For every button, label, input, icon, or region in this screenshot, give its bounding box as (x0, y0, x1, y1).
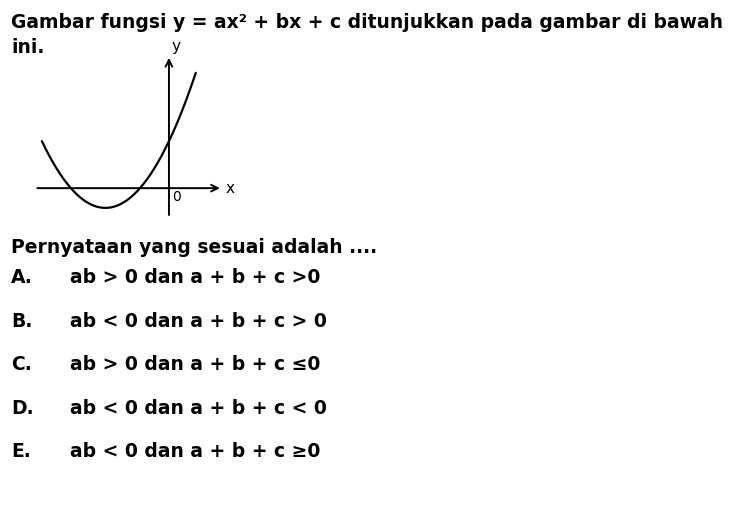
Text: ab < 0 dan a + b + c > 0: ab < 0 dan a + b + c > 0 (70, 312, 327, 331)
Text: x: x (225, 181, 234, 196)
Text: E.: E. (11, 442, 31, 461)
Text: 0: 0 (172, 190, 180, 204)
Text: Gambar fungsi y = ax² + bx + c ditunjukkan pada gambar di bawah: Gambar fungsi y = ax² + bx + c ditunjukk… (11, 13, 723, 32)
Text: y: y (172, 39, 181, 54)
Text: ab > 0 dan a + b + c >0: ab > 0 dan a + b + c >0 (70, 268, 321, 287)
Text: A.: A. (11, 268, 33, 287)
Text: B.: B. (11, 312, 33, 331)
Text: ab > 0 dan a + b + c ≤0: ab > 0 dan a + b + c ≤0 (70, 355, 321, 374)
Text: D.: D. (11, 399, 33, 417)
Text: ab < 0 dan a + b + c ≥0: ab < 0 dan a + b + c ≥0 (70, 442, 321, 461)
Text: ab < 0 dan a + b + c < 0: ab < 0 dan a + b + c < 0 (70, 399, 327, 417)
Text: C.: C. (11, 355, 32, 374)
Text: Pernyataan yang sesuai adalah ....: Pernyataan yang sesuai adalah .... (11, 238, 377, 257)
Text: ini.: ini. (11, 38, 45, 57)
